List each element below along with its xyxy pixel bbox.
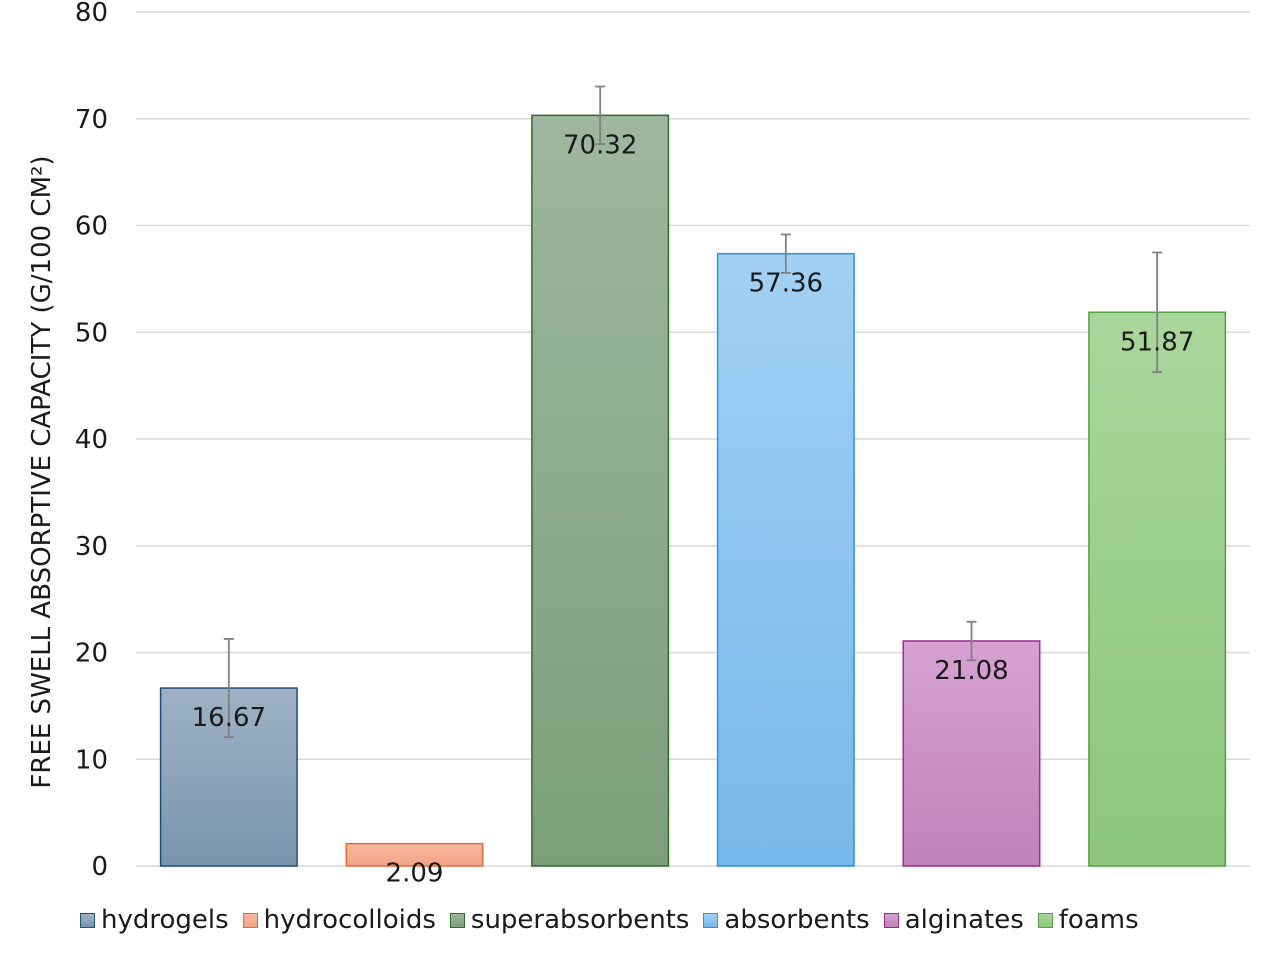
bar-foams [1088, 311, 1227, 867]
gridlines [136, 11, 1250, 867]
legend-label: alginates [904, 905, 1024, 935]
legend-item-foams: foams [1037, 905, 1139, 935]
legend-swatch [449, 912, 465, 928]
legend-item-hydrogels: hydrogels [80, 905, 229, 935]
y-tick-label: 10 [75, 745, 108, 775]
legend-item-hydrocolloids: hydrocolloids [242, 905, 436, 935]
y-tick-label: 50 [75, 318, 108, 348]
y-axis-ticks: 0 10 20 30 40 50 60 70 80 [75, 0, 108, 882]
legend-swatch [703, 912, 719, 928]
y-tick-label: 40 [75, 425, 108, 455]
bar-absorbents [716, 252, 855, 867]
data-label-absorbents: 57.36 [749, 269, 823, 299]
y-tick-label: 30 [75, 532, 108, 562]
legend-swatch [883, 912, 899, 928]
legend-swatch [242, 912, 258, 928]
bar-alginates [902, 640, 1041, 867]
data-labels: 16.67 2.09 70.32 57.36 21.08 51.87 [192, 130, 1195, 888]
legend-label: absorbents [724, 905, 870, 935]
legend-label: hydrogels [101, 905, 229, 935]
legend-swatch [1037, 912, 1053, 928]
legend-label: hydrocolloids [263, 905, 436, 935]
data-label-hydrocolloids: 2.09 [386, 859, 444, 889]
bar-chart: 0 10 20 30 40 50 60 70 80 16.67 2.09 70.32 57.36 21.… [27, 0, 1250, 889]
y-tick-label: 60 [75, 212, 108, 242]
data-label-foams: 51.87 [1120, 327, 1194, 357]
legend-label: foams [1058, 905, 1139, 935]
legend-label: superabsorbents [470, 905, 690, 935]
data-label-hydrogels: 16.67 [192, 703, 266, 733]
legend: hydrogels hydrocolloids superabsorbents abs… [80, 900, 1139, 940]
y-axis-label: FREE SWELL ABSORPTIVE CAPACITY (G/100 CM… [27, 155, 57, 788]
y-tick-label: 80 [75, 0, 108, 28]
legend-item-superabsorbents: superabsorbents [449, 905, 690, 935]
bars [159, 114, 1227, 867]
legend-item-absorbents: absorbents [703, 905, 870, 935]
legend-swatch [80, 912, 95, 928]
y-tick-label: 20 [75, 639, 108, 669]
legend-item-alginates: alginates [883, 905, 1024, 935]
bar-superabsorbents [531, 114, 670, 867]
data-label-alginates: 21.08 [934, 656, 1008, 686]
bar-hydrocolloids [345, 842, 484, 867]
data-label-superabsorbents: 70.32 [563, 130, 637, 160]
error-bars [223, 85, 1163, 739]
y-tick-label: 70 [75, 105, 108, 135]
y-tick-label: 0 [91, 852, 108, 882]
